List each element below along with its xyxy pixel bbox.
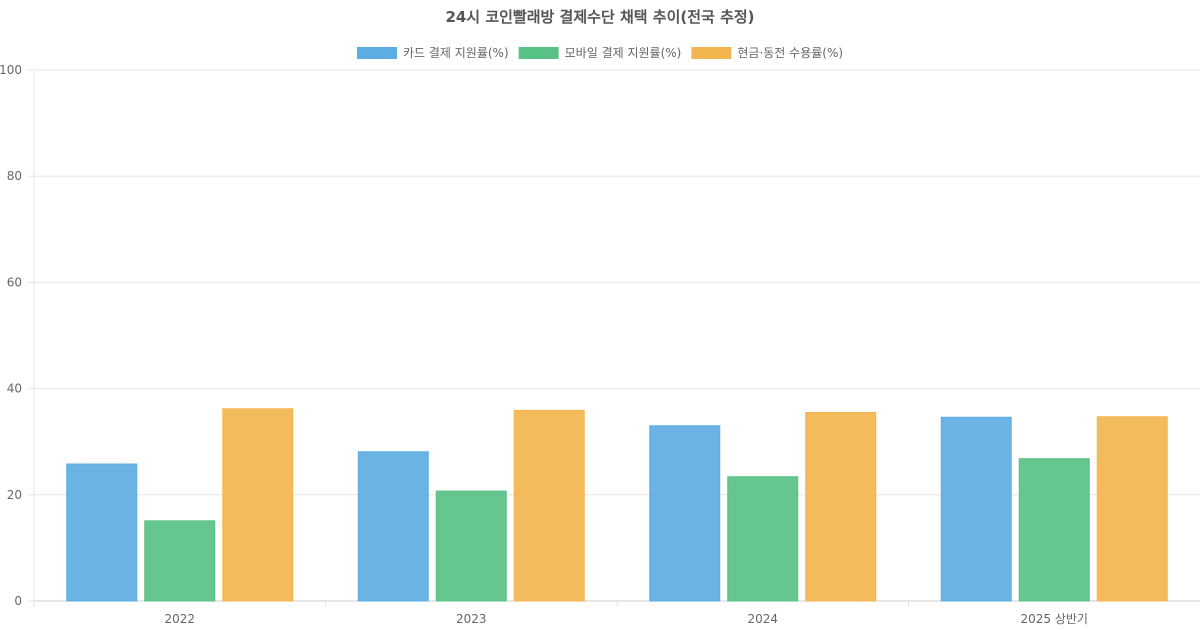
legend-label: 카드 결제 지원률(%)	[403, 46, 509, 60]
bar	[435, 490, 507, 602]
bar	[513, 409, 585, 602]
legend-label: 모바일 결제 지원률(%)	[565, 46, 682, 60]
bar	[649, 425, 721, 602]
bar	[805, 411, 877, 602]
bar	[66, 463, 138, 602]
y-tick-label: 100	[0, 63, 22, 77]
y-tick-label: 80	[7, 169, 22, 183]
bar	[1096, 416, 1168, 602]
y-tick-label: 60	[7, 275, 22, 289]
y-axis-ticks: 0 20 40 60 80 100	[0, 63, 22, 608]
bar	[940, 416, 1012, 602]
x-axis-ticks: 2022 2023 2024 2025 상반기	[33, 601, 1088, 626]
bar	[1018, 458, 1090, 602]
bar	[357, 451, 429, 602]
x-tick-label: 2024	[747, 612, 778, 626]
legend-swatch	[518, 47, 559, 59]
legend-swatch	[356, 47, 397, 59]
legend-label: 현금·동전 수용률(%)	[737, 46, 843, 60]
y-tick-label: 0	[14, 594, 22, 608]
y-tick-label: 20	[7, 488, 22, 502]
bar	[222, 408, 294, 602]
x-tick-label: 2022	[164, 612, 195, 626]
legend-swatch	[691, 47, 732, 59]
bars	[66, 408, 1168, 602]
chart-title: 24시 코인빨래방 결제수단 채택 추이(전국 추정)	[445, 8, 754, 26]
x-tick-label: 2023	[456, 612, 487, 626]
bar	[727, 476, 799, 602]
y-tick-label: 40	[7, 382, 22, 396]
legend: 카드 결제 지원률(%) 모바일 결제 지원률(%) 현금·동전 수용률(%)	[356, 46, 843, 60]
x-tick-label: 2025 상반기	[1021, 612, 1088, 626]
bar	[144, 520, 216, 602]
